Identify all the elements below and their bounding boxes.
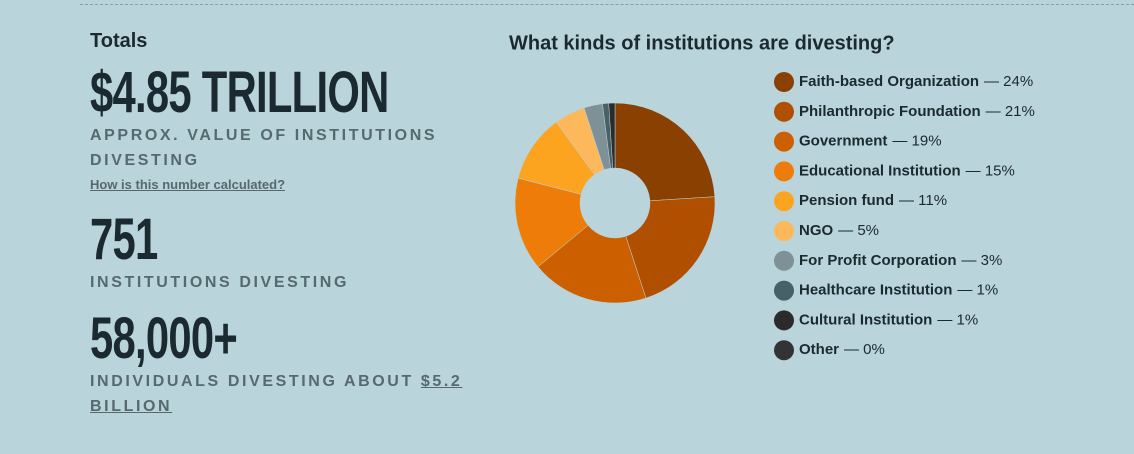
legend-swatch [774, 131, 794, 152]
legend-label: Pension fund [799, 192, 894, 209]
value-label: — 24% [984, 73, 1033, 90]
legend-label: Healthcare Institution [799, 282, 952, 299]
legend-entry: Faith-based Organization — 24% [799, 73, 1033, 90]
legend-label: Educational Institution [799, 162, 961, 179]
value-label: — 0% [844, 341, 885, 358]
value-label: — 11% [899, 192, 947, 209]
divider [80, 4, 1134, 5]
legend-label: Cultural Institution [799, 311, 932, 328]
legend-entry: Educational Institution — 15% [799, 162, 1015, 179]
value-label: — 15% [966, 162, 1015, 179]
chart-title: What kinds of institutions are divesting… [509, 32, 895, 54]
legend-swatch [774, 280, 794, 301]
stat-value: $4.85 TRILLION [90, 60, 389, 125]
legend-label: Faith-based Organization [799, 73, 979, 90]
legend-label: For Profit Corporation [799, 252, 957, 269]
legend-label: Philanthropic Foundation [799, 103, 981, 120]
stat: 58,000+ INDIVIDUALS DIVESTING ABOUT $5.2… [90, 309, 470, 419]
legend-label: Other [799, 341, 839, 358]
legend-swatch [774, 101, 794, 122]
value-label: — 1% [937, 311, 978, 328]
legend-label: Government [799, 133, 887, 150]
legend-swatch [774, 340, 794, 361]
slice [514, 177, 589, 268]
legend-swatch [774, 191, 794, 212]
legend-entry: Other — 0% [799, 341, 885, 358]
stat-label: APPROX. VALUE OF INSTITUTIONS DIVESTING [90, 127, 438, 169]
stat: 751 INSTITUTIONS DIVESTING [90, 210, 470, 295]
stat-label-text: INDIVIDUALS DIVESTING ABOUT [90, 373, 414, 390]
legend-entry: Healthcare Institution — 1% [799, 282, 998, 299]
legend-entry: Government — 19% [799, 133, 942, 150]
value-label: — 1% [957, 282, 998, 299]
chart: What kinds of institutions are divesting… [509, 32, 1035, 361]
value-label: — 5% [838, 222, 879, 239]
value-label: — 21% [986, 103, 1035, 120]
legend-swatch [774, 72, 794, 92]
legend-entry: Pension fund — 11% [799, 192, 947, 209]
calc-link[interactable]: How is this number calculated? [90, 177, 286, 192]
value-label: — 3% [962, 252, 1003, 269]
stat: $4.85 TRILLION APPROX. VALUE OF INSTITUT… [90, 60, 470, 193]
legend-swatch [774, 310, 794, 331]
legend-swatch [774, 250, 794, 271]
stat-label: INDIVIDUALS DIVESTING ABOUT $5.2 BILLION [90, 369, 470, 419]
totals: Totals $4.85 TRILLION APPROX. VALUE OF I… [90, 30, 470, 419]
stat-label: INSTITUTIONS DIVESTING [90, 274, 349, 291]
legend-swatch [774, 221, 794, 241]
legend-entry: For Profit Corporation — 3% [799, 252, 1002, 269]
legend-entry: Cultural Institution — 1% [799, 311, 978, 328]
slice [608, 102, 616, 169]
slice [625, 196, 716, 299]
stat-value: 58,000+ [90, 306, 238, 371]
legend-entry: NGO — 5% [799, 222, 879, 239]
stat-value: 751 [90, 207, 158, 272]
legend-entry: Philanthropic Foundation — 21% [799, 103, 1035, 120]
legend-swatch [774, 161, 794, 182]
stat-link[interactable]: $5.2 BILLION [90, 373, 463, 415]
value-label: — 19% [892, 133, 941, 150]
slice [614, 102, 716, 202]
heading: Totals [90, 30, 148, 52]
legend-label: NGO [799, 222, 834, 239]
